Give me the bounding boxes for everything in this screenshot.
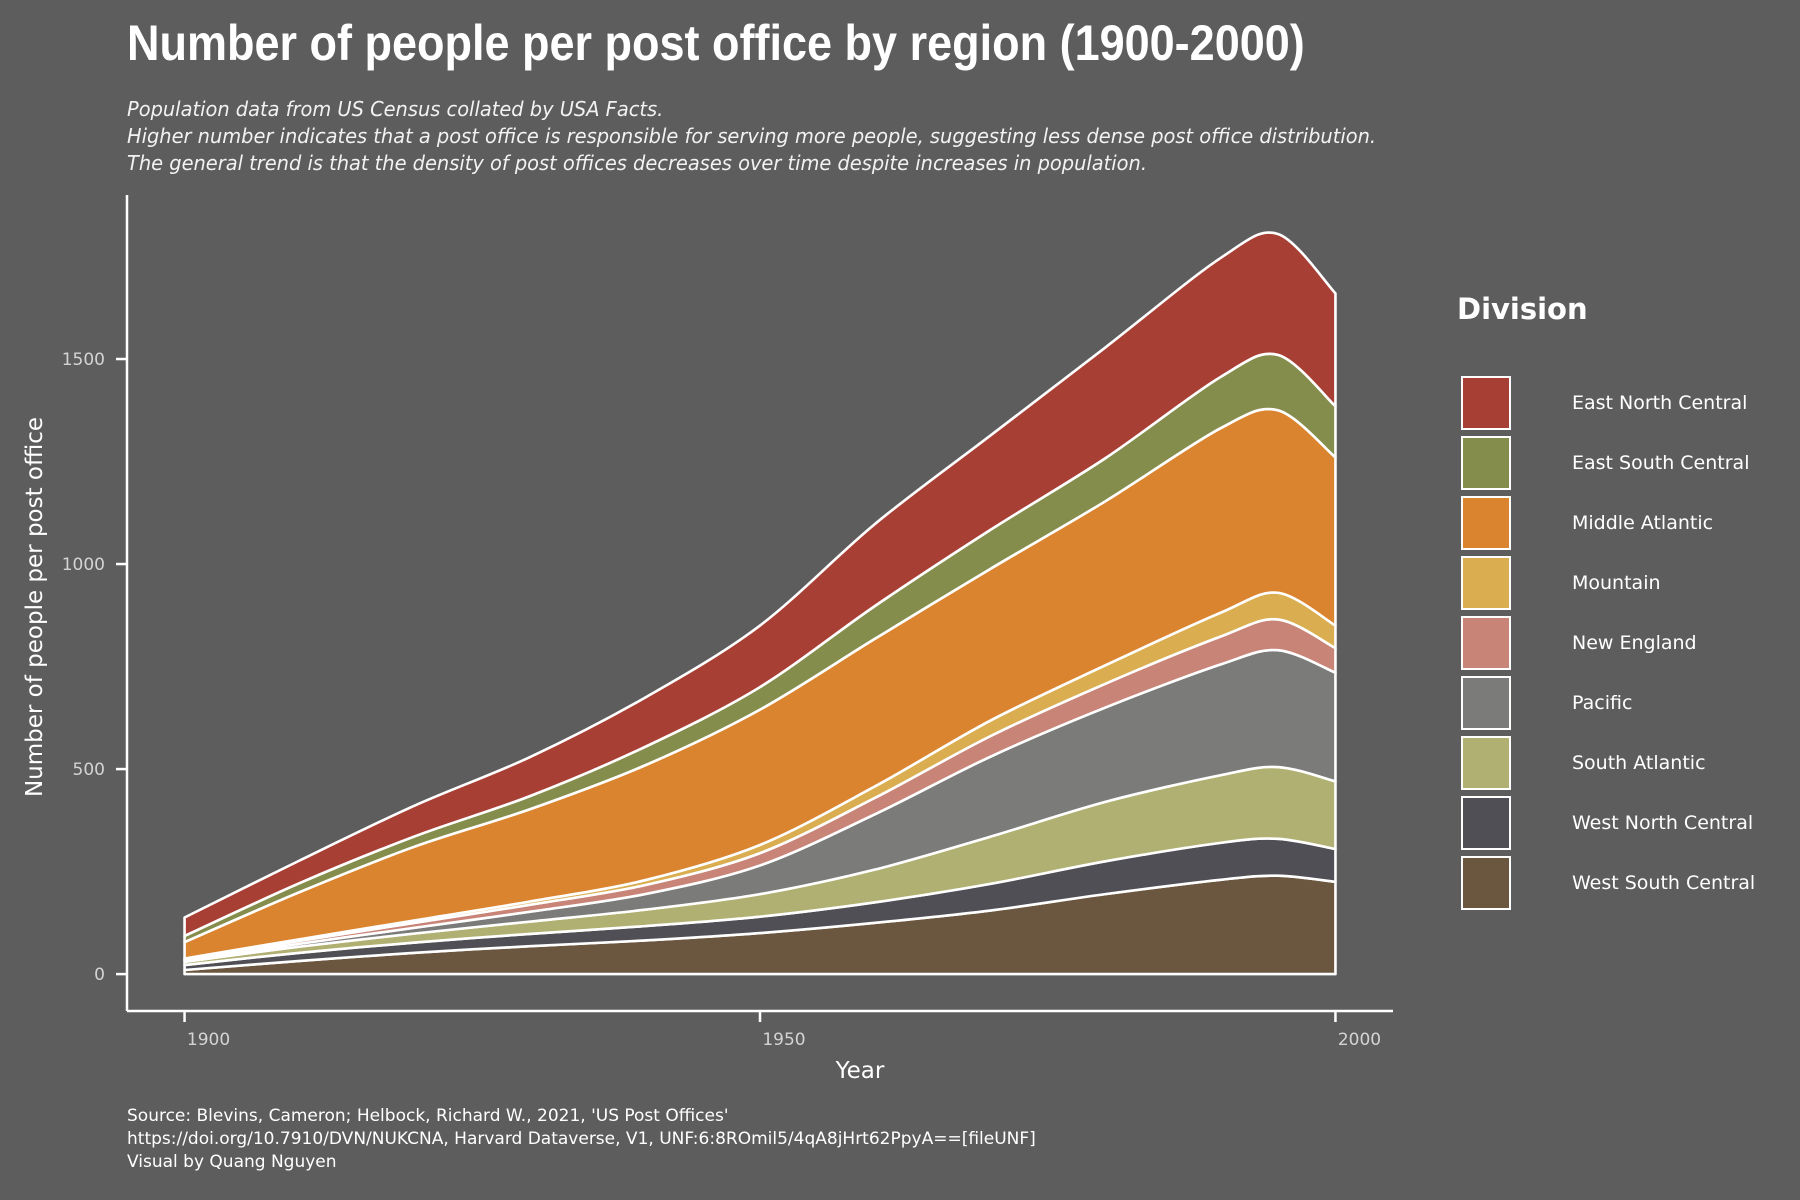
x-tick-label: 2000 [1338, 1030, 1381, 1050]
subtitle-line: Higher number indicates that a post offi… [127, 124, 1377, 148]
legend-swatch [1461, 676, 1511, 730]
legend-label: South Atlantic [1572, 752, 1706, 774]
legend-item-pacific: Pacific [1460, 676, 1780, 736]
legend-label: New England [1572, 632, 1697, 654]
y-tick-label: 1000 [62, 555, 105, 575]
legend-swatch [1461, 496, 1511, 550]
y-tick-label: 0 [94, 965, 105, 985]
legend-swatch [1461, 856, 1511, 910]
legend-swatch [1461, 796, 1511, 850]
subtitle-line: The general trend is that the density of… [127, 151, 1148, 175]
x-tick-label: 1900 [187, 1030, 230, 1050]
legend-swatch [1461, 616, 1511, 670]
chart-subtitle: Population data from US Census collated … [127, 96, 1376, 177]
legend-label: East North Central [1572, 392, 1748, 414]
subtitle-line: Population data from US Census collated … [127, 97, 664, 121]
legend-item-west-south-central: West South Central [1460, 856, 1780, 916]
area-east-north-central [183, 231, 1337, 938]
chart-title: Number of people per post office by regi… [127, 15, 1305, 71]
legend-swatch [1461, 436, 1511, 490]
axes: 0 500 1000 1500 1900 1950 2000 Year Number of pe… [22, 195, 1393, 1084]
y-tick-label: 1500 [62, 350, 105, 370]
legend-item-west-north-central: West North Central [1460, 796, 1780, 856]
legend-item-middle-atlantic: Middle Atlantic [1460, 496, 1780, 556]
legend-label: Mountain [1572, 572, 1661, 594]
x-axis-title: Year [835, 1058, 885, 1084]
caption-line: https://doi.org/10.7910/DVN/NUKCNA, Harv… [127, 1129, 1036, 1149]
legend-item-east-north-central: East North Central [1460, 376, 1780, 436]
legend-item-mountain: Mountain [1460, 556, 1780, 616]
legend-swatch [1461, 736, 1511, 790]
legend-swatch [1461, 556, 1511, 610]
caption-line: Source: Blevins, Cameron; Helbock, Richa… [127, 1106, 729, 1126]
legend-label: East South Central [1572, 452, 1750, 474]
legend-swatch [1461, 376, 1511, 430]
legend-item-east-south-central: East South Central [1460, 436, 1780, 496]
legend-item-south-atlantic: South Atlantic [1460, 736, 1780, 796]
legend-label: West North Central [1572, 812, 1754, 834]
y-axis-title: Number of people per post office [22, 417, 48, 797]
x-tick-label: 1950 [762, 1030, 805, 1050]
area-layers [183, 231, 1337, 976]
source-caption: Source: Blevins, Cameron; Helbock, Richa… [127, 1105, 1036, 1174]
caption-line: Visual by Quang Nguyen [127, 1152, 337, 1172]
legend-label: Pacific [1572, 692, 1633, 714]
legend-title: Division [1457, 292, 1588, 326]
legend-label: Middle Atlantic [1572, 512, 1714, 534]
y-tick-label: 500 [73, 760, 105, 780]
legend-label: West South Central [1572, 872, 1756, 894]
legend-item-new-england: New England [1460, 616, 1780, 676]
